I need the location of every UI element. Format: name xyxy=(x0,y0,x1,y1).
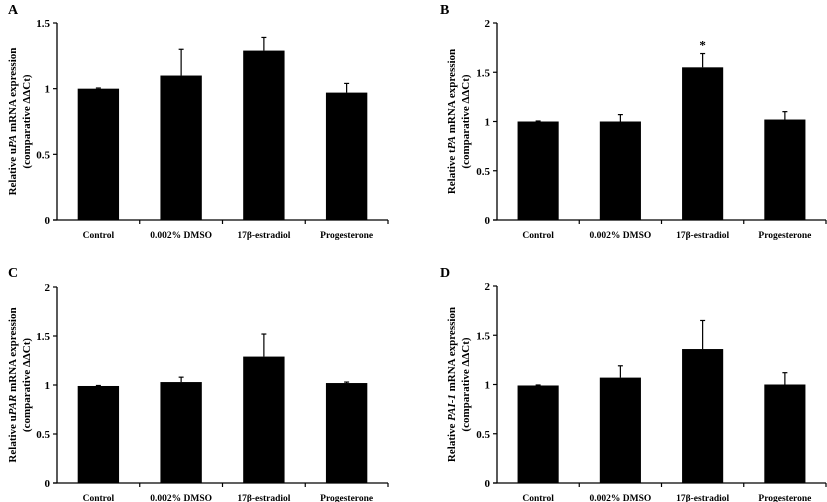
bar-control xyxy=(517,385,559,483)
panel-letter: C xyxy=(8,266,18,281)
panel-a: A 0 0.5 1 1.5 Control 0.002% DMSO 17β-estradiol… xyxy=(7,3,389,241)
y-axis-label-gene: PAR xyxy=(7,395,19,416)
bar-0-002-dmso xyxy=(160,382,202,483)
y-axis-label-prefix: Relative u xyxy=(7,148,19,195)
y-axis-label-gene: PA xyxy=(7,135,19,148)
y-tick-label: 2 xyxy=(485,281,491,293)
x-tick-label: Control xyxy=(83,494,115,502)
x-tick-label: 0.002% DMSO xyxy=(150,231,212,241)
y-tick-label: 1 xyxy=(485,380,491,392)
panel-letter: D xyxy=(440,266,450,281)
y-tick-label: 1 xyxy=(45,380,51,392)
y-axis-label-suffix: mRNA expression xyxy=(446,49,458,136)
y-axis-label-suffix: mRNA expression xyxy=(7,48,19,135)
y-axis-label-gene: PAI-1 xyxy=(446,394,458,421)
y-axis-label-line2: (comparative ΔΔCt) xyxy=(460,337,472,431)
y-axis-label: Relative tPA mRNA expression xyxy=(446,49,458,194)
y-tick-label: 1.5 xyxy=(36,331,50,343)
bar-progesterone xyxy=(325,383,368,483)
panel-letter: B xyxy=(440,3,449,18)
y-tick-label: 1 xyxy=(485,117,491,129)
x-tick-label: 17β-estradiol xyxy=(237,494,290,502)
bar-progesterone xyxy=(764,119,806,220)
y-axis-label-line2: (comparative ΔΔCt) xyxy=(21,338,33,432)
bar-control xyxy=(77,385,120,483)
y-tick-label: 1 xyxy=(45,84,51,96)
bar-17-estradiol xyxy=(682,349,724,483)
y-axis-label-line2: (comparative ΔΔCt) xyxy=(21,74,33,168)
panel-c: C 0 0.5 1 1.5 2 Control 0.002% DMSO 17β-estradio… xyxy=(7,266,389,502)
y-tick-label: 0.5 xyxy=(36,149,50,161)
y-tick-label: 2 xyxy=(45,282,51,294)
y-tick-label: 1.5 xyxy=(476,67,490,79)
bar-0-002-dmso xyxy=(160,75,202,221)
y-tick-label: 0.5 xyxy=(36,429,50,441)
y-tick-label: 0.5 xyxy=(476,429,490,441)
y-tick-label: 2 xyxy=(485,18,491,30)
x-tick-label: Control xyxy=(83,231,115,241)
y-tick-label: 1.5 xyxy=(476,330,490,342)
bar-17-estradiol xyxy=(243,356,285,483)
x-tick-label: 0.002% DMSO xyxy=(590,231,652,241)
bar-control xyxy=(77,88,120,221)
y-axis-label-prefix: Relative t xyxy=(446,149,458,194)
panel-b: B 0 0.5 1 1.5 2 Control 0.002% DMSO * 17β-estradi… xyxy=(440,3,827,241)
bar-progesterone xyxy=(325,92,368,220)
bar-17-estradiol xyxy=(682,67,724,220)
x-tick-label: 17β-estradiol xyxy=(237,231,290,241)
y-tick-label: 0 xyxy=(45,478,51,490)
significance-marker: * xyxy=(699,38,706,53)
y-axis-label-suffix: mRNA expression xyxy=(446,307,458,394)
bar-progesterone xyxy=(764,384,806,483)
bar-17-estradiol xyxy=(243,50,285,220)
x-tick-label: Progesterone xyxy=(758,494,811,502)
y-tick-label: 0.5 xyxy=(476,166,490,178)
x-tick-label: Progesterone xyxy=(758,231,811,241)
y-axis-label: Relative PAI-1 mRNA expression xyxy=(446,307,458,462)
y-axis-label-prefix: Relative xyxy=(446,421,458,462)
y-axis-label-prefix: Relative u xyxy=(7,415,19,462)
y-tick-label: 0 xyxy=(485,215,491,227)
panel-d: D 0 0.5 1 1.5 2 Control 0.002% DMSO 17β-estradio… xyxy=(440,266,827,502)
y-axis-label: Relative uPAR mRNA expression xyxy=(7,307,19,462)
x-tick-label: 17β-estradiol xyxy=(676,231,729,241)
y-tick-label: 0 xyxy=(45,215,51,227)
y-tick-label: 0 xyxy=(485,478,491,490)
y-axis-label-line2: (comparative ΔΔCt) xyxy=(460,74,472,168)
y-axis-label: Relative uPA mRNA expression xyxy=(7,48,19,196)
y-axis-label-gene: PA xyxy=(446,136,458,149)
x-tick-label: Control xyxy=(522,231,554,241)
y-axis-label-suffix: mRNA expression xyxy=(7,307,19,394)
y-tick-label: 1.5 xyxy=(36,18,50,30)
panel-letter: A xyxy=(8,3,19,18)
x-tick-label: Control xyxy=(522,494,554,502)
x-tick-label: 17β-estradiol xyxy=(676,494,729,502)
bar-0-002-dmso xyxy=(599,121,641,220)
x-tick-label: 0.002% DMSO xyxy=(150,494,212,502)
bar-control xyxy=(517,121,559,220)
x-tick-label: Progesterone xyxy=(320,231,373,241)
x-tick-label: 0.002% DMSO xyxy=(590,494,652,502)
x-tick-label: Progesterone xyxy=(320,494,373,502)
bar-0-002-dmso xyxy=(599,377,641,483)
